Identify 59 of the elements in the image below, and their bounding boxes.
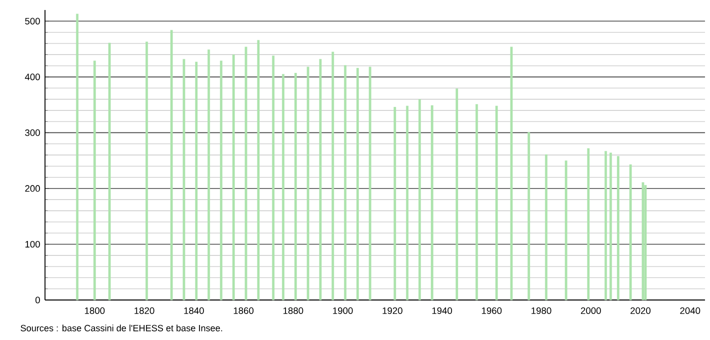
bar: [368, 66, 372, 300]
x-tick-label: 1840: [184, 307, 204, 314]
y-tick-label: 400: [24, 74, 40, 80]
y-tick-label: 0: [35, 296, 40, 304]
y-tick-label: 200: [25, 185, 40, 192]
x-tick-label: 2000: [580, 307, 601, 314]
y-tick-label: 300: [25, 129, 40, 136]
bar: [220, 60, 222, 300]
bar: [394, 106, 396, 300]
bar: [476, 104, 478, 300]
bar: [108, 42, 111, 300]
x-tick-label: 2020: [630, 307, 651, 314]
x-tick-label: 2040: [680, 307, 700, 314]
source-note: Sources : base Cassini de l'EHESS et base Insee.: [20, 324, 222, 332]
bar: [610, 152, 612, 300]
bar: [93, 60, 96, 300]
bar: [170, 30, 173, 300]
bar: [306, 66, 310, 300]
bar: [564, 160, 568, 300]
x-tick-label: 1800: [84, 307, 105, 314]
bar: [644, 185, 647, 300]
bar: [418, 99, 421, 300]
bar: [356, 68, 359, 300]
bar: [76, 14, 78, 300]
x-tick-label: 1880: [283, 307, 304, 314]
x-tick-label: 1820: [134, 307, 154, 314]
bar: [208, 50, 210, 300]
y-tick-label: 500: [25, 18, 40, 24]
x-tick-label: 1960: [482, 307, 502, 314]
bar: [528, 132, 530, 300]
bar: [430, 105, 434, 300]
bar: [282, 74, 284, 300]
bar: [182, 59, 186, 300]
bar: [495, 106, 498, 300]
bar: [272, 56, 274, 300]
bar: [616, 156, 620, 300]
bar: [195, 62, 198, 300]
x-tick-label: 1980: [532, 307, 552, 314]
bar: [587, 148, 590, 300]
bar: [294, 72, 297, 300]
bar: [319, 59, 322, 300]
bar: [604, 151, 607, 300]
bar: [629, 164, 632, 300]
y-tick-label: 100: [25, 240, 40, 248]
bar: [510, 46, 513, 300]
bar: [406, 106, 408, 300]
bar: [545, 154, 548, 300]
bar: [146, 42, 148, 300]
x-tick-label: 1860: [234, 307, 254, 314]
x-tick-label: 1940: [432, 307, 452, 314]
bar: [244, 46, 248, 300]
bar: [257, 40, 260, 300]
x-tick-label: 1900: [333, 307, 353, 314]
bar: [344, 65, 346, 300]
x-tick-label: 1920: [382, 307, 402, 314]
bar: [642, 182, 644, 300]
bar: [456, 88, 458, 300]
bar: [232, 54, 235, 300]
bar: [332, 52, 334, 300]
